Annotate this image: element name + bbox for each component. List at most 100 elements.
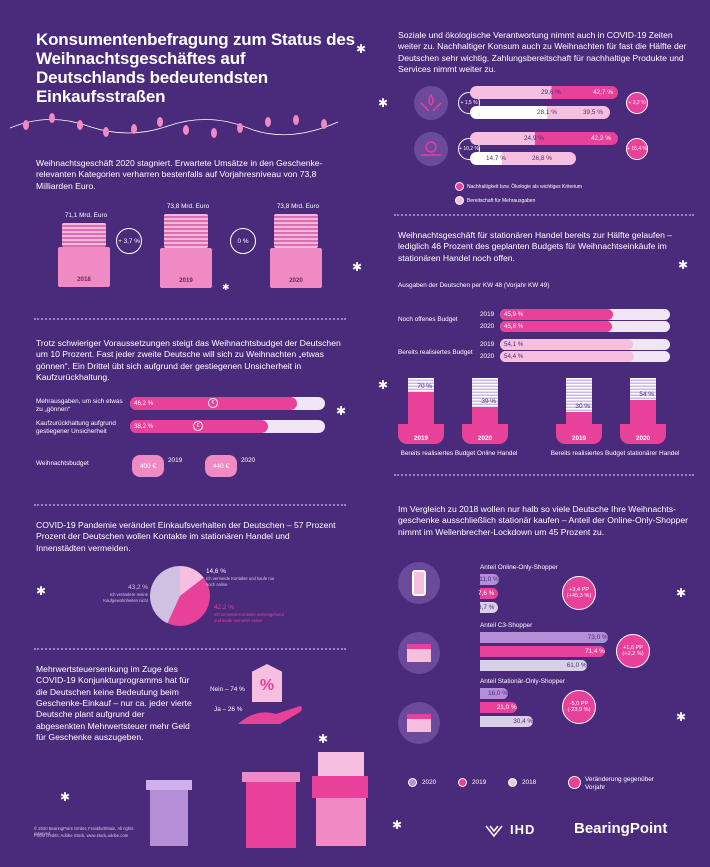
budget-amount-2020: 440 € — [213, 462, 229, 470]
r2-purse-value: 39 % — [481, 398, 496, 406]
s2-bar-label-1: Mehrausgaben, um sich etwas zu „gönnen“ — [36, 398, 123, 414]
r1-pink-a-1: 29,6 % — [541, 89, 561, 96]
divider-3 — [34, 648, 346, 650]
r2-purse-tube: 39 % — [472, 378, 498, 426]
r3-bar — [480, 588, 498, 599]
r3-bar-value: 8,7 % — [478, 604, 495, 611]
r1-left-value-1: + 1,5 % — [460, 100, 478, 106]
r3-text: Im Vergleich zu 2018 wollen nur halb so … — [398, 504, 688, 537]
r3-change-circle: -5,0 PP (-23,9 %) — [562, 690, 596, 724]
wallet-icon-2019: 400 € — [132, 455, 164, 477]
gift-box-bottom-1 — [150, 786, 188, 846]
r2-row-year: 2020 — [480, 323, 495, 330]
r3-change-value: +3,4 PP (+45,3 %) — [566, 587, 592, 599]
r3-bar-value: 16,0 % — [488, 690, 508, 697]
leaf-hand-icon — [414, 132, 448, 166]
r3-bar — [480, 702, 517, 713]
s3-text: COVID-19 Pandemie verändert Einkaufsverh… — [36, 520, 336, 553]
star-icon: ✱ — [60, 790, 71, 804]
ihd-logo-icon — [484, 820, 504, 840]
r2-row-year: 2019 — [480, 311, 495, 318]
pie-label-2: 42,2 % Ich vermeide Kontakte weitestgehe… — [214, 604, 286, 623]
r3-legend-2020: 2020 — [422, 779, 437, 786]
gift-value-2018: 71,1 Mrd. Euro — [64, 212, 108, 219]
r3-legend-dot-change — [568, 776, 581, 789]
gift-stack-2019 — [164, 214, 208, 248]
r2-row-track: 54,4 % — [500, 351, 670, 362]
r3-bar-value: 11,0 % — [479, 576, 499, 583]
r2-subtitle: Ausgaben der Deutschen per KW 48 (Vorjah… — [398, 282, 550, 289]
r1-legend-dot-2 — [455, 196, 464, 205]
gift-2019: 2019 — [160, 248, 212, 288]
s2-bar-value-1: 46,2 % — [134, 400, 154, 407]
r2-row-value: 54,1 % — [504, 341, 524, 348]
r2-purse-fill — [472, 407, 498, 426]
r1-pink-a-2: 24,9 % — [524, 135, 544, 142]
r2-purse-tube: 30 % — [566, 378, 592, 426]
r3-group-title: Anteil Stationär-Only-Shopper — [480, 678, 565, 685]
r1-right-circle-2: + 15,4 % — [626, 138, 648, 160]
s2-bar-value-2: 38,2 % — [134, 423, 154, 430]
coin-icon: € — [193, 421, 203, 431]
coin-icon: € — [208, 398, 218, 408]
r1-right-value-2: + 15,4 % — [627, 146, 647, 152]
divider-2 — [34, 504, 346, 506]
divider-1 — [34, 318, 346, 320]
r1-bar-light-1 — [470, 106, 610, 119]
r3-bar-value: 21,0 % — [496, 704, 517, 711]
price-tag-icon: % — [252, 664, 282, 702]
gift-value-2019: 73,8 Mrd. Euro — [166, 203, 210, 210]
smartphone-icon — [398, 562, 440, 604]
vat-yes: Ja – 26 % — [214, 706, 243, 713]
pie-value-1: 14,6 % — [206, 568, 226, 575]
r2-purse-fill — [408, 392, 434, 426]
r2-text: Weihnachtsgeschäft für stationären Hande… — [398, 230, 673, 263]
r1-bar-pink-2 — [470, 132, 618, 145]
budget-year-2019: 2019 — [168, 457, 183, 464]
r3-bar — [480, 602, 498, 613]
r2-purse-tube: 70 % — [408, 378, 434, 426]
r3-bar-value: 71,4 % — [584, 648, 605, 655]
r3-bar — [480, 660, 587, 671]
s2-bar-track-1: 46,2 % — [130, 397, 325, 410]
gift-value-2020: 73,8 Mrd. Euro — [276, 203, 320, 210]
gift-box-bottom-5 — [316, 798, 366, 846]
s2-bar-label-2: Kaufzurückhaltung aufgrund gestiegener U… — [36, 420, 116, 436]
r2-row-bar: 54,1 % — [500, 339, 634, 350]
percent-sign: % — [259, 677, 275, 694]
s4-text: Mehrwertsteuersenkung im Zuge des COVID-… — [36, 664, 192, 743]
r2-row-track: 45,6 % — [500, 321, 670, 332]
r3-bar — [480, 574, 500, 585]
r1-left-circle-2: + 10,2 % — [458, 138, 480, 160]
gift-year-2018: 2018 — [77, 276, 91, 283]
gift-year-2019: 2019 — [179, 277, 193, 284]
r2-purse-icon: 2020 — [620, 424, 666, 444]
r1-left-value-2: + 10,2 % — [459, 146, 479, 152]
r2-purse-icon: 2020 — [462, 424, 508, 444]
pie-label-3: 43,2 % Ich verändere meine Kaufgewohnhei… — [94, 584, 148, 603]
r3-change-circle: +1,6 PP (+2,2 %) — [616, 634, 650, 668]
page-title: Konsumentenbefragung zum Status des Weih… — [36, 30, 355, 107]
r2-row-track: 54,1 % — [500, 339, 670, 350]
s2-bar-track-2: 38,2 % — [130, 420, 325, 433]
r3-legend-2019: 2019 — [472, 779, 487, 786]
pie-note-2: Ich vermeide Kontakte weitestgehend und … — [214, 612, 284, 623]
r3-bar-value: 73,0 % — [587, 634, 608, 641]
r3-legend-dot-2020 — [408, 778, 417, 787]
r2-purse-year: 2020 — [477, 435, 493, 442]
r2-open-label: Noch offenes Budget — [398, 316, 458, 323]
gift-2020: 2020 — [270, 248, 322, 288]
pie-chart — [150, 566, 210, 626]
budget-label: Weihnachtsbudget — [36, 460, 89, 467]
r2-row-value: 45,6 % — [504, 323, 524, 330]
shop-icon — [398, 632, 440, 674]
star-icon: ✱ — [318, 732, 329, 746]
r2-purse-year: 2019 — [571, 435, 587, 442]
r1-right-circle-1: + 3,2 % — [626, 92, 648, 114]
r1-right-value-1: + 3,2 % — [628, 100, 646, 106]
r1-light-a-1: 28,1 % — [537, 109, 557, 116]
vat-no: Nein – 74 % — [210, 686, 245, 693]
r3-bar — [480, 646, 605, 657]
store-icon — [398, 702, 440, 744]
pie-value-3: 43,2 % — [128, 584, 148, 591]
